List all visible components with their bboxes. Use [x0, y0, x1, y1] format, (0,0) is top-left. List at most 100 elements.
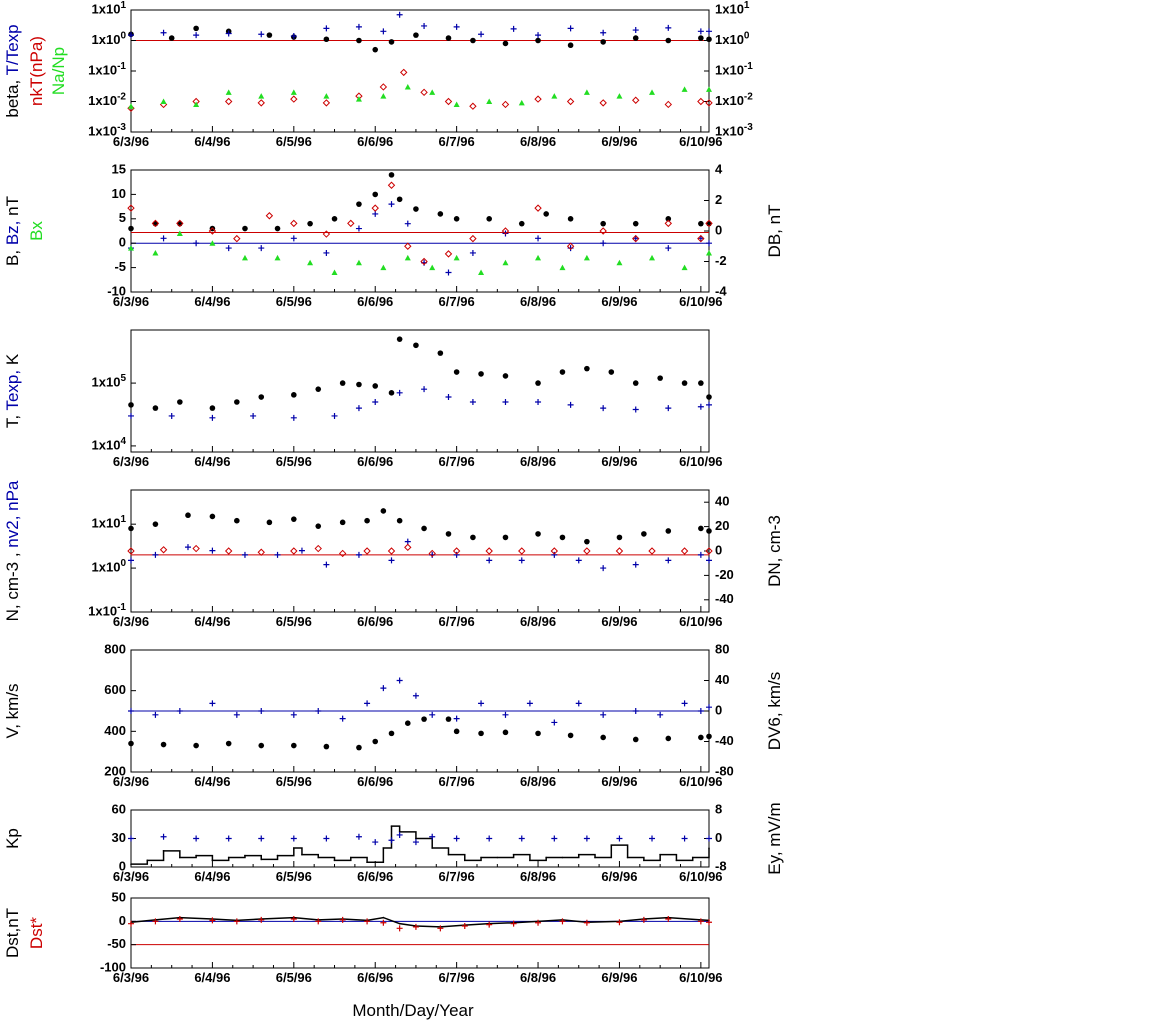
- data-point: [697, 28, 704, 35]
- series-nv2: [128, 538, 712, 572]
- data-point: [600, 405, 607, 412]
- data-point: [480, 856, 482, 859]
- data-point: [339, 519, 346, 526]
- data-point: [315, 918, 322, 925]
- data-point: [420, 257, 428, 266]
- data-point: [600, 565, 607, 572]
- data-point: [209, 240, 216, 246]
- data-point: [649, 835, 656, 842]
- left-tick-label: 1x10-2: [88, 91, 126, 108]
- data-point: [535, 380, 541, 386]
- x-tick-label: 6/8/96: [520, 774, 556, 789]
- x-tick-label: 6/6/96: [357, 970, 393, 985]
- data-point: [193, 742, 199, 749]
- x-tick-label: 6/5/96: [276, 454, 312, 469]
- data-point: [160, 833, 167, 840]
- data-point: [209, 917, 216, 924]
- data-point: [404, 543, 412, 552]
- data-point: [168, 35, 175, 41]
- data-point: [444, 97, 453, 106]
- data-point: [258, 916, 265, 923]
- right-tick-label: -4: [715, 283, 727, 298]
- data-point: [152, 711, 159, 718]
- data-point: [632, 406, 639, 413]
- data-point: [323, 835, 330, 842]
- data-point: [529, 859, 531, 862]
- data-point: [445, 716, 452, 722]
- series-v: [128, 716, 712, 751]
- data-point: [209, 513, 216, 520]
- x-tick-label: 6/10/96: [679, 294, 722, 309]
- panel-dst: -100 -50 0 50 6/3/96 6/4/96 6/5/96 6/6/96 6/7/96…: [3, 889, 723, 985]
- data-point: [485, 547, 493, 555]
- right-tick-label: -80: [715, 763, 734, 778]
- data-point: [518, 99, 525, 106]
- right-tick-label: 1x101: [715, 0, 750, 16]
- left-axis-label: B, Bz, nT: [3, 196, 22, 266]
- data-point: [706, 557, 712, 564]
- right-tick-label: 0: [715, 222, 722, 237]
- data-point: [233, 918, 240, 925]
- data-point: [429, 264, 436, 271]
- data-point: [258, 31, 265, 38]
- data-point: [600, 711, 607, 718]
- data-point: [526, 700, 533, 707]
- data-point: [706, 394, 712, 400]
- series-texp: [128, 386, 712, 421]
- data-point: [469, 399, 476, 406]
- data-point: [535, 32, 542, 39]
- left-tick-label: 30: [112, 830, 126, 845]
- data-point: [291, 742, 297, 749]
- x-tick-label: 6/6/96: [357, 614, 393, 629]
- data-point: [290, 916, 297, 922]
- data-point: [665, 245, 672, 252]
- data-point: [242, 225, 248, 232]
- data-point: [559, 369, 566, 375]
- data-point: [293, 847, 295, 849]
- right-axis-label: Ey, mV/m: [765, 802, 784, 874]
- data-point: [314, 544, 322, 553]
- data-point: [600, 734, 606, 741]
- x-tick-label: 6/7/96: [439, 454, 475, 469]
- data-point: [478, 700, 485, 707]
- data-point: [193, 101, 200, 107]
- data-point: [227, 856, 230, 859]
- data-point: [567, 216, 574, 222]
- left-axis-label-part: N, cm-3 ,: [3, 552, 22, 621]
- data-point: [534, 95, 542, 103]
- left-tick-label: -10: [107, 283, 126, 298]
- data-point: [380, 508, 387, 514]
- data-point: [697, 918, 704, 925]
- data-point: [412, 839, 419, 846]
- left-axis-label: V, km/s: [3, 683, 22, 738]
- x-tick-label: 6/7/96: [439, 294, 475, 309]
- data-point: [274, 254, 281, 261]
- data-point: [233, 711, 240, 718]
- x-tick-label: 6/9/96: [601, 454, 637, 469]
- data-point: [176, 916, 183, 922]
- data-point: [600, 240, 607, 247]
- data-point: [152, 405, 159, 411]
- left-axis-label-part: nv2, nPa: [3, 480, 22, 552]
- data-point: [290, 95, 298, 103]
- data-point: [338, 549, 347, 558]
- x-tick-label: 6/10/96: [679, 970, 722, 985]
- data-point: [366, 861, 368, 864]
- right-tick-label: -8: [715, 858, 727, 873]
- data-point: [486, 835, 493, 842]
- data-point: [478, 31, 485, 38]
- data-point: [649, 89, 656, 95]
- data-point: [599, 227, 607, 235]
- x-tick-label: 6/9/96: [601, 614, 637, 629]
- data-point: [616, 919, 623, 926]
- data-point: [290, 547, 298, 555]
- data-point: [160, 98, 167, 104]
- data-point: [510, 920, 517, 927]
- left-axis-label: nkT(nPa): [27, 36, 46, 106]
- data-point: [323, 93, 330, 99]
- left-axis-label-part: Na/Np: [49, 47, 68, 95]
- left-axis-label-part: V, km/s: [3, 683, 22, 738]
- data-point: [535, 919, 542, 926]
- data-point: [608, 369, 615, 375]
